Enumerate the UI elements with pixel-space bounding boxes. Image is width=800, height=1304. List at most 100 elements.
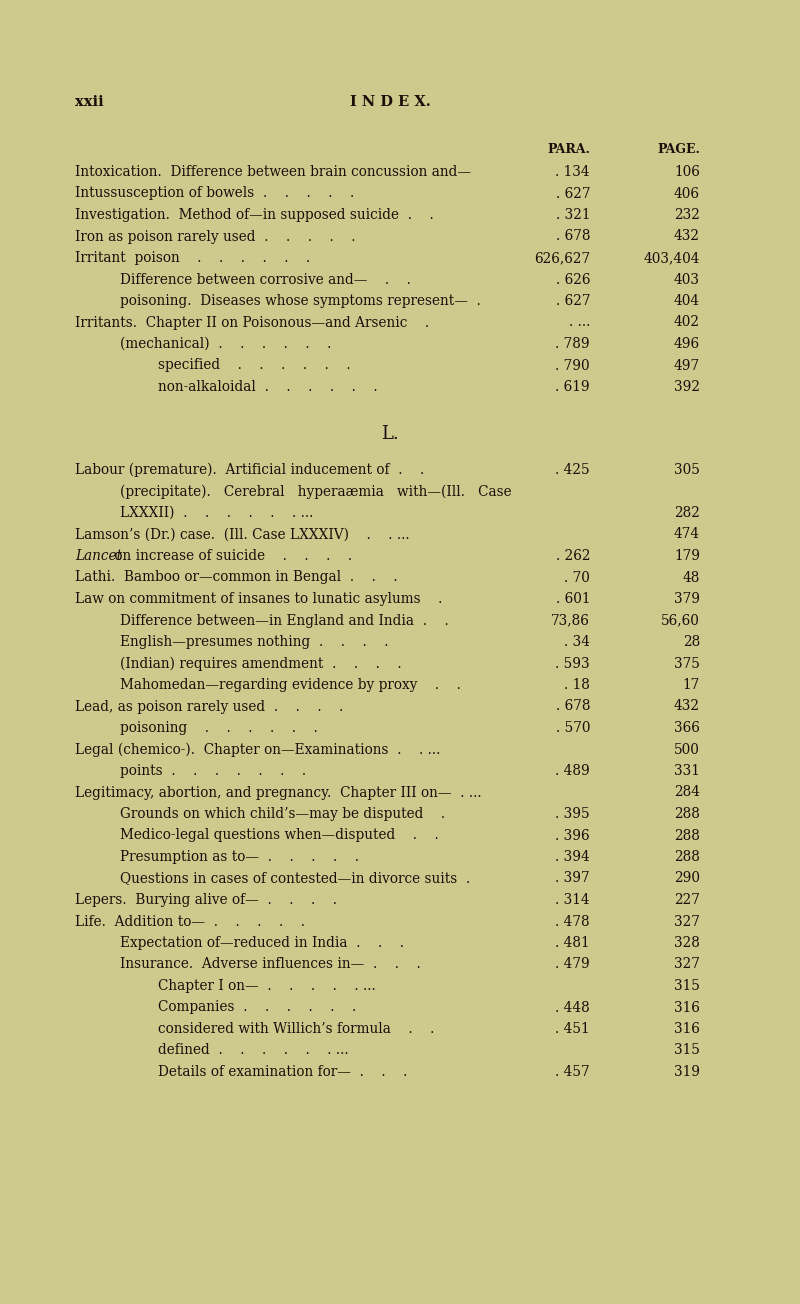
Text: Presumption as to—  .    .    .    .    .: Presumption as to— . . . . .	[120, 850, 359, 865]
Text: 73,86: 73,86	[551, 613, 590, 627]
Text: 106: 106	[674, 166, 700, 179]
Text: Legitimacy, abortion, and pregnancy.  Chapter III on—  . ...: Legitimacy, abortion, and pregnancy. Cha…	[75, 785, 482, 799]
Text: 375: 375	[674, 656, 700, 670]
Text: 284: 284	[674, 785, 700, 799]
Text: 227: 227	[674, 893, 700, 908]
Text: . 479: . 479	[555, 957, 590, 971]
Text: defined  .    .    .    .    .    . ...: defined . . . . . . ...	[158, 1043, 349, 1058]
Text: (precipitate).   Cerebral   hyperaæmia   with—(Ill.   Case: (precipitate). Cerebral hyperaæmia with—…	[120, 485, 512, 499]
Text: . 321: . 321	[555, 209, 590, 222]
Text: non-alkaloidal  .    .    .    .    .    .: non-alkaloidal . . . . . .	[158, 379, 378, 394]
Text: PAGE.: PAGE.	[657, 143, 700, 156]
Text: . 448: . 448	[555, 1000, 590, 1015]
Text: 315: 315	[674, 1043, 700, 1058]
Text: 404: 404	[674, 293, 700, 308]
Text: . 601: . 601	[555, 592, 590, 606]
Text: Lead, as poison rarely used  .    .    .    .: Lead, as poison rarely used . . . .	[75, 699, 343, 713]
Text: Chapter I on—  .    .    .    .    . ...: Chapter I on— . . . . . ...	[158, 979, 376, 994]
Text: Questions in cases of contested—in divorce suits  .: Questions in cases of contested—in divor…	[120, 871, 470, 885]
Text: . 394: . 394	[555, 850, 590, 865]
Text: . 489: . 489	[555, 764, 590, 778]
Text: Expectation of—reduced in India  .    .    .: Expectation of—reduced in India . . .	[120, 936, 404, 951]
Text: 288: 288	[674, 807, 700, 822]
Text: 232: 232	[674, 209, 700, 222]
Text: Lamson’s (Dr.) case.  (Ill. Case LXXXIV)    .    . ...: Lamson’s (Dr.) case. (Ill. Case LXXXIV) …	[75, 528, 410, 541]
Text: Intoxication.  Difference between brain concussion and—: Intoxication. Difference between brain c…	[75, 166, 471, 179]
Text: 28: 28	[682, 635, 700, 649]
Text: 327: 327	[674, 914, 700, 928]
Text: Lancet: Lancet	[75, 549, 122, 563]
Text: Labour (premature).  Artificial inducement of  .    .: Labour (premature). Artificial inducemen…	[75, 463, 424, 477]
Text: . 395: . 395	[555, 807, 590, 822]
Text: Details of examination for—  .    .    .: Details of examination for— . . .	[158, 1065, 407, 1078]
Text: Mahomedan—regarding evidence by proxy    .    .: Mahomedan—regarding evidence by proxy . …	[120, 678, 461, 692]
Text: points  .    .    .    .    .    .    .: points . . . . . . .	[120, 764, 306, 778]
Text: 497: 497	[674, 359, 700, 373]
Text: Medico-legal questions when—disputed    .    .: Medico-legal questions when—disputed . .	[120, 828, 438, 842]
Text: . 678: . 678	[555, 230, 590, 244]
Text: LXXXII)  .    .    .    .    .    . ...: LXXXII) . . . . . . ...	[120, 506, 314, 520]
Text: . 627: . 627	[555, 186, 590, 201]
Text: Lathi.  Bamboo or—common in Bengal  .    .    .: Lathi. Bamboo or—common in Bengal . . .	[75, 571, 398, 584]
Text: . 134: . 134	[555, 166, 590, 179]
Text: 432: 432	[674, 230, 700, 244]
Text: . 790: . 790	[555, 359, 590, 373]
Text: 316: 316	[674, 1022, 700, 1035]
Text: 288: 288	[674, 850, 700, 865]
Text: Investigation.  Method of—in supposed suicide  .    .: Investigation. Method of—in supposed sui…	[75, 209, 434, 222]
Text: 474: 474	[674, 528, 700, 541]
Text: . 314: . 314	[555, 893, 590, 908]
Text: Grounds on which child’s—may be disputed    .: Grounds on which child’s—may be disputed…	[120, 807, 445, 822]
Text: specified    .    .    .    .    .    .: specified . . . . . .	[158, 359, 350, 373]
Text: Insurance.  Adverse influences in—  .    .    .: Insurance. Adverse influences in— . . .	[120, 957, 421, 971]
Text: . 593: . 593	[555, 656, 590, 670]
Text: Companies  .    .    .    .    .    .: Companies . . . . . .	[158, 1000, 356, 1015]
Text: (mechanical)  .    .    .    .    .    .: (mechanical) . . . . . .	[120, 336, 331, 351]
Text: 48: 48	[682, 571, 700, 584]
Text: Irritants.  Chapter II on Poisonous—and Arsenic    .: Irritants. Chapter II on Poisonous—and A…	[75, 316, 429, 330]
Text: 331: 331	[674, 764, 700, 778]
Text: considered with Willich’s formula    .    .: considered with Willich’s formula . .	[158, 1022, 434, 1035]
Text: 319: 319	[674, 1065, 700, 1078]
Text: Irritant  poison    .    .    .    .    .    .: Irritant poison . . . . . .	[75, 250, 310, 265]
Text: 56,60: 56,60	[661, 613, 700, 627]
Text: . 262: . 262	[555, 549, 590, 563]
Text: . 626: . 626	[555, 273, 590, 287]
Text: 403: 403	[674, 273, 700, 287]
Text: Intussusception of bowels  .    .    .    .    .: Intussusception of bowels . . . . .	[75, 186, 354, 201]
Text: . 478: . 478	[555, 914, 590, 928]
Text: Difference between corrosive and—    .    .: Difference between corrosive and— . .	[120, 273, 411, 287]
Text: on increase of suicide    .    .    .    .: on increase of suicide . . . .	[110, 549, 352, 563]
Text: . 425: . 425	[555, 463, 590, 477]
Text: 288: 288	[674, 828, 700, 842]
Text: . ...: . ...	[569, 316, 590, 330]
Text: 305: 305	[674, 463, 700, 477]
Text: 402: 402	[674, 316, 700, 330]
Text: . 789: . 789	[555, 336, 590, 351]
Text: 290: 290	[674, 871, 700, 885]
Text: 392: 392	[674, 379, 700, 394]
Text: . 678: . 678	[555, 699, 590, 713]
Text: I N D E X.: I N D E X.	[350, 95, 430, 110]
Text: 315: 315	[674, 979, 700, 994]
Text: Difference between—in England and India  .    .: Difference between—in England and India …	[120, 613, 449, 627]
Text: . 619: . 619	[555, 379, 590, 394]
Text: L.: L.	[381, 425, 399, 443]
Text: 327: 327	[674, 957, 700, 971]
Text: 366: 366	[674, 721, 700, 735]
Text: Lepers.  Burying alive of—  .    .    .    .: Lepers. Burying alive of— . . . .	[75, 893, 337, 908]
Text: PARA.: PARA.	[547, 143, 590, 156]
Text: . 70: . 70	[564, 571, 590, 584]
Text: Legal (chemico-).  Chapter on—Examinations  .    . ...: Legal (chemico-). Chapter on—Examination…	[75, 742, 440, 756]
Text: . 451: . 451	[555, 1022, 590, 1035]
Text: 282: 282	[674, 506, 700, 520]
Text: . 457: . 457	[555, 1065, 590, 1078]
Text: . 396: . 396	[555, 828, 590, 842]
Text: . 627: . 627	[555, 293, 590, 308]
Text: . 570: . 570	[555, 721, 590, 735]
Text: 406: 406	[674, 186, 700, 201]
Text: . 34: . 34	[564, 635, 590, 649]
Text: poisoning.  Diseases whose symptoms represent—  .: poisoning. Diseases whose symptoms repre…	[120, 293, 481, 308]
Text: 432: 432	[674, 699, 700, 713]
Text: 379: 379	[674, 592, 700, 606]
